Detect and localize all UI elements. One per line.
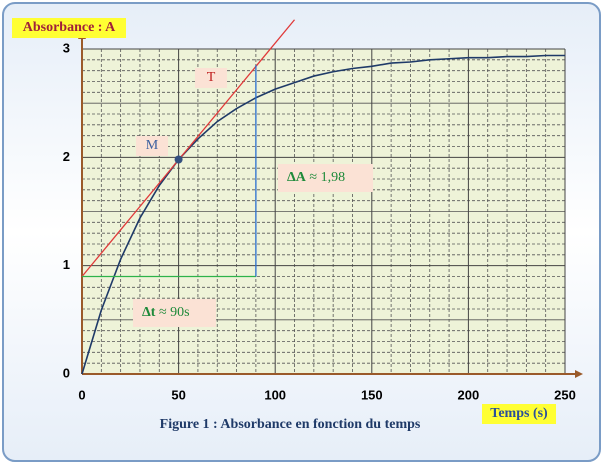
y-tick-label: 3 — [63, 40, 70, 55]
point-label: M — [146, 138, 159, 153]
x-axis-label: Temps (s) — [490, 406, 548, 421]
y-tick-label: 0 — [63, 365, 70, 380]
label-box — [195, 68, 227, 88]
annotation-text: ≈ 1,98 — [309, 170, 345, 185]
point-m — [174, 155, 183, 164]
annotation: Δt ≈ 90s — [142, 305, 190, 320]
x-tick-label: 50 — [171, 387, 185, 402]
y-tick-label: 2 — [63, 149, 70, 164]
series-line — [81, 19, 296, 277]
x-tick-label: 200 — [458, 387, 480, 402]
series-line — [81, 54, 565, 375]
annotation-symbol: Δt — [142, 305, 156, 320]
y-tick-label: 1 — [63, 257, 70, 272]
annotation-symbol: ΔA — [287, 170, 307, 185]
annotation-text: ≈ 90s — [159, 305, 190, 320]
x-axis-arrow — [575, 370, 583, 378]
annotation: ΔA ≈ 1,98 — [287, 170, 345, 185]
y-label-box — [12, 18, 126, 38]
label-box — [136, 136, 168, 156]
label-box — [133, 299, 216, 327]
x-tick-label: 100 — [264, 387, 286, 402]
x-label-box — [482, 404, 556, 424]
x-tick-label: 150 — [361, 387, 383, 402]
caption: Figure 1 : Absorbance en fonction du tem… — [160, 417, 421, 432]
tangent-label: T — [207, 70, 216, 85]
x-tick-label: 0 — [78, 387, 85, 402]
x-tick-label: 250 — [554, 387, 576, 402]
y-axis-label: Absorbance : A — [23, 20, 116, 35]
label-box — [278, 164, 373, 192]
